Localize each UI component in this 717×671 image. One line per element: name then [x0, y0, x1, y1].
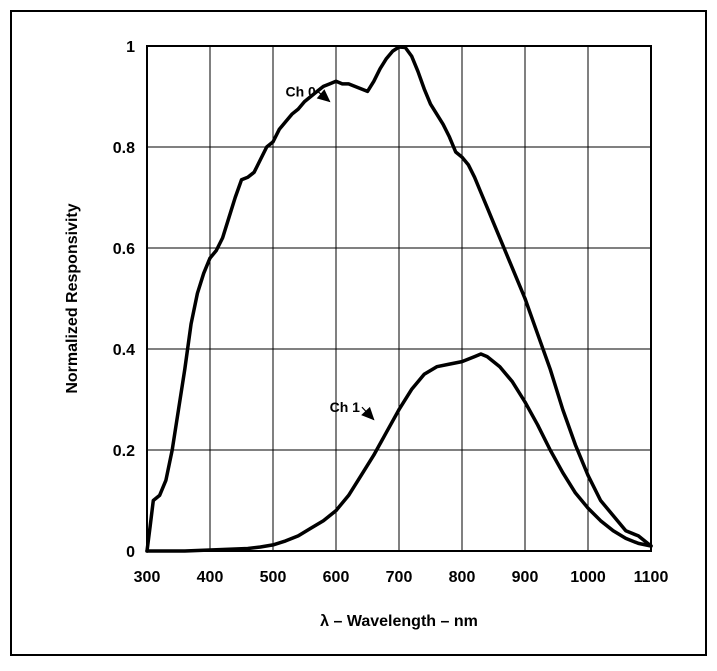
x-axis-label: λ – Wavelength – nm	[320, 613, 478, 630]
y-tick-label: 0.8	[113, 140, 135, 157]
x-tick-label: 500	[260, 569, 287, 586]
y-axis-label: Normalized Responsivity	[64, 203, 81, 393]
x-tick-label: 700	[386, 569, 413, 586]
x-tick-label: 1100	[634, 569, 669, 586]
series-line-ch1	[145, 352, 653, 553]
y-tick-label: 0.6	[113, 241, 135, 258]
grid	[146, 45, 652, 552]
x-tick-label: 900	[512, 569, 539, 586]
outer-border	[10, 10, 707, 656]
x-tick-label: 300	[134, 569, 161, 586]
x-tick-label: 1000	[570, 569, 606, 586]
annotations: Ch 0 Ch 1	[285, 84, 375, 421]
series-layer	[145, 45, 653, 553]
x-tick-label: 800	[449, 569, 476, 586]
y-tick-label: 0	[126, 544, 135, 561]
series-line-ch0	[145, 45, 653, 553]
y-tick-label: 0.4	[113, 342, 135, 359]
series-label-ch0: Ch 0	[285, 84, 316, 100]
y-tick-label: 0.2	[113, 443, 135, 460]
arrowhead-ch0	[316, 89, 331, 103]
series-label-ch1: Ch 1	[330, 399, 361, 415]
x-tick-label: 600	[323, 569, 350, 586]
y-tick-labels: 0 0.2 0.4 0.6 0.8 1	[113, 39, 135, 561]
arrowhead-ch1	[361, 406, 375, 421]
y-tick-label: 1	[126, 39, 135, 56]
x-tick-label: 400	[197, 569, 224, 586]
x-tick-labels: 300 400 500 600 700 800 900 1000 1100	[134, 569, 669, 586]
